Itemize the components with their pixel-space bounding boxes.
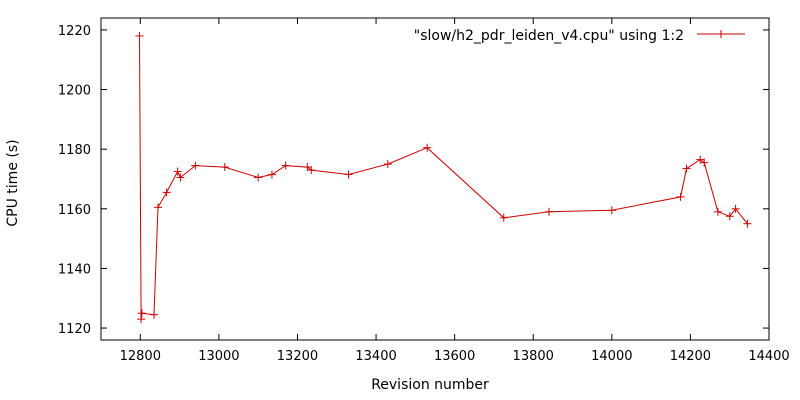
data-point: [682, 164, 691, 173]
y-axis-title: CPU time (s): [5, 139, 21, 226]
x-axis-title: Revision number: [371, 377, 489, 393]
y-axis: 1120 1140 1160 1180 1200 1220: [58, 24, 769, 337]
data-point: [137, 309, 146, 318]
legend-label: "slow/h2_pdr_leiden_v4.cpu" using 1:2: [414, 28, 684, 44]
y-tick-label: 1200: [58, 84, 91, 99]
legend: "slow/h2_pdr_leiden_v4.cpu" using 1:2: [414, 28, 745, 44]
y-tick-label: 1160: [58, 203, 91, 218]
data-point: [713, 207, 722, 216]
x-tick-label: 14000: [591, 349, 632, 364]
y-tick-label: 1120: [58, 322, 91, 337]
data-point: [383, 160, 392, 169]
data-point: [607, 206, 616, 215]
series-line: [139, 35, 748, 320]
data-point: [743, 219, 752, 228]
data-point: [344, 170, 353, 179]
data-point: [499, 213, 508, 222]
x-tick-label: 13200: [277, 349, 318, 364]
y-tick-label: 1180: [58, 143, 91, 158]
data-point: [254, 173, 263, 182]
data-point: [731, 204, 740, 213]
data-point: [281, 161, 290, 170]
data-point: [150, 310, 159, 319]
y-tick-label: 1140: [58, 262, 91, 277]
series-layer: [135, 31, 752, 324]
y-tick-label: 1220: [58, 24, 91, 39]
data-point: [173, 167, 182, 176]
x-tick-label: 13400: [355, 349, 396, 364]
data-point: [267, 170, 276, 179]
x-tick-label: 14200: [670, 349, 711, 364]
data-point: [191, 161, 200, 170]
data-point: [423, 143, 432, 152]
plot-frame: [100, 17, 770, 341]
data-point: [153, 203, 162, 212]
data-point: [220, 163, 229, 172]
data-point: [135, 31, 144, 40]
data-point: [137, 315, 146, 324]
plot-border: [100, 17, 770, 341]
x-axis: 12800 13000 13200 13400 13600 13800 14000 14200…: [120, 18, 790, 364]
x-tick-label: 14400: [748, 349, 789, 364]
x-tick-label: 13600: [434, 349, 475, 364]
data-point: [544, 207, 553, 216]
x-tick-label: 13000: [198, 349, 239, 364]
x-tick-label: 12800: [120, 349, 161, 364]
data-point: [700, 158, 709, 167]
data-point: [162, 188, 171, 197]
data-point: [307, 166, 316, 175]
data-point: [176, 173, 185, 182]
data-point: [725, 212, 734, 221]
data-point: [676, 192, 685, 201]
x-tick-label: 13800: [513, 349, 554, 364]
